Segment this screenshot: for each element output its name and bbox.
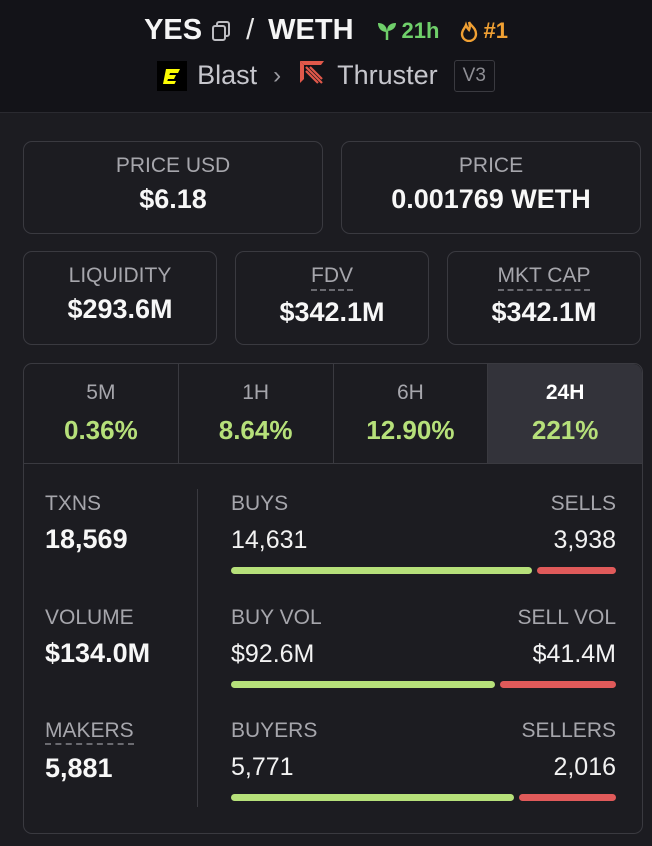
age-text: 21h — [401, 17, 440, 43]
volume-label: VOLUME — [45, 606, 134, 629]
chain-name[interactable]: Blast — [197, 60, 258, 90]
sells-fill — [536, 567, 616, 574]
sells-label: SELLS — [550, 492, 616, 515]
sell-vol-fill — [499, 681, 616, 688]
tab-1h[interactable]: 1H 8.64% — [179, 364, 334, 463]
liquidity-label: LIQUIDITY — [68, 264, 172, 287]
fdv-card: FDV $342.1M — [235, 251, 429, 345]
stats-panel: 5M 0.36% 1H 8.64% 6H 12.90% 24H 221% TXN… — [23, 363, 643, 834]
price-native-label: PRICE — [458, 154, 524, 177]
tab-change: 0.36% — [64, 415, 138, 445]
sellers-label: SELLERS — [521, 719, 616, 742]
trending-rank[interactable]: #1 — [459, 17, 508, 44]
price-usd-card: PRICE USD $6.18 — [23, 141, 323, 234]
chain-breadcrumb: Blast › Thruster V3 — [0, 58, 652, 93]
base-token[interactable]: YES — [144, 14, 203, 46]
mkt-cap-label[interactable]: MKT CAP — [497, 264, 591, 291]
price-native-value: 0.001769 WETH — [391, 184, 591, 214]
tab-label: 1H — [242, 381, 270, 404]
price-usd-value: $6.18 — [139, 184, 207, 214]
mkt-cap-card: MKT CAP $342.1M — [447, 251, 641, 345]
makers-value: 5,881 — [45, 753, 113, 783]
flame-icon — [461, 20, 478, 42]
tab-change: 12.90% — [366, 415, 455, 445]
sprout-icon — [377, 22, 396, 40]
buyers-value: 5,771 — [231, 753, 294, 781]
timeframe-tabs: 5M 0.36% 1H 8.64% 6H 12.90% 24H 221% — [24, 364, 642, 464]
buy-vol-value: $92.6M — [231, 640, 315, 668]
volume-metric: VOLUME $134.0M — [45, 606, 150, 669]
volume-breakdown: BUY VOL SELL VOL $92.6M $41.4M — [231, 606, 616, 688]
tab-change: 8.64% — [218, 415, 293, 445]
column-divider — [197, 489, 198, 807]
volume-value: $134.0M — [45, 638, 151, 668]
buys-sells-bar — [231, 567, 616, 574]
makers-metric: MAKERS 5,881 — [45, 719, 134, 784]
txns-value: 18,569 — [45, 524, 128, 554]
chevron-right-icon: › — [273, 61, 282, 89]
txns-label: TXNS — [45, 492, 102, 515]
tab-5m[interactable]: 5M 0.36% — [24, 364, 179, 463]
tab-label: 5M — [86, 381, 116, 404]
mkt-cap-value: $342.1M — [491, 297, 597, 327]
sell-vol-value: $41.4M — [532, 640, 616, 668]
liquidity-card: LIQUIDITY $293.6M — [23, 251, 217, 345]
buys-label: BUYS — [231, 492, 289, 515]
txns-breakdown: BUYS SELLS 14,631 3,938 — [231, 492, 616, 574]
sellers-fill — [518, 794, 616, 801]
price-native-card: PRICE 0.001769 WETH — [341, 141, 641, 234]
pair-header: YES / WETH 21h #1 Blast › Thruster V3 — [0, 0, 652, 113]
rank-text: #1 — [483, 17, 508, 43]
buyers-fill — [231, 794, 514, 801]
buy-sell-vol-bar — [231, 681, 616, 688]
tab-label: 24H — [545, 381, 585, 404]
copy-icon[interactable] — [210, 20, 232, 42]
thruster-logo-icon — [297, 58, 327, 93]
quote-token[interactable]: WETH — [268, 14, 354, 46]
tab-6h[interactable]: 6H 12.90% — [334, 364, 489, 463]
buys-fill — [231, 567, 532, 574]
fdv-label[interactable]: FDV — [311, 264, 353, 291]
makers-label[interactable]: MAKERS — [45, 719, 134, 745]
buy-vol-label: BUY VOL — [231, 606, 322, 629]
liquidity-value: $293.6M — [67, 294, 173, 324]
sellers-value: 2,016 — [553, 753, 616, 781]
pair-title: YES / WETH 21h #1 — [0, 14, 652, 47]
tab-change: 221% — [531, 415, 599, 445]
dex-version-badge: V3 — [453, 59, 495, 92]
pair-separator: / — [246, 14, 255, 46]
tab-24h[interactable]: 24H 221% — [488, 364, 642, 463]
buyers-label: BUYERS — [231, 719, 318, 742]
txns-metric: TXNS 18,569 — [45, 492, 128, 555]
buy-vol-fill — [231, 681, 495, 688]
sells-value: 3,938 — [553, 526, 616, 554]
tab-label: 6H — [396, 381, 424, 404]
price-usd-label: PRICE USD — [115, 154, 231, 177]
dex-name[interactable]: Thruster — [337, 60, 438, 90]
buyers-sellers-bar — [231, 794, 616, 801]
buys-value: 14,631 — [231, 526, 308, 554]
fdv-value: $342.1M — [279, 297, 385, 327]
blast-logo-icon — [157, 60, 188, 91]
makers-breakdown: BUYERS SELLERS 5,771 2,016 — [231, 719, 616, 801]
sell-vol-label: SELL VOL — [517, 606, 616, 629]
pair-age: 21h — [376, 17, 440, 44]
